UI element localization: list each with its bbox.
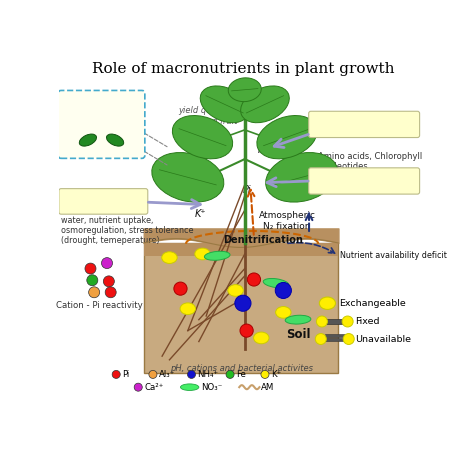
Ellipse shape — [101, 258, 112, 269]
Ellipse shape — [200, 86, 249, 123]
Ellipse shape — [162, 252, 177, 264]
Text: H₂O: H₂O — [91, 114, 112, 124]
Ellipse shape — [85, 263, 96, 274]
Text: Atmospheric
N₂ fixation: Atmospheric N₂ fixation — [258, 211, 316, 231]
Ellipse shape — [275, 283, 292, 299]
Text: Role of macronutrients in plant growth: Role of macronutrients in plant growth — [91, 63, 394, 76]
Text: Fe: Fe — [236, 370, 246, 379]
Ellipse shape — [228, 284, 243, 296]
Ellipse shape — [319, 297, 336, 310]
Ellipse shape — [87, 275, 98, 286]
Ellipse shape — [79, 134, 97, 146]
Text: Nitrogen: Nitrogen — [335, 118, 393, 131]
Ellipse shape — [261, 370, 269, 378]
Ellipse shape — [181, 384, 199, 391]
Ellipse shape — [152, 153, 224, 202]
Ellipse shape — [228, 78, 261, 101]
Ellipse shape — [263, 279, 289, 288]
Ellipse shape — [173, 116, 233, 159]
Ellipse shape — [89, 287, 100, 298]
Text: K⁺: K⁺ — [96, 143, 107, 153]
Text: Phosphorous: Phosphorous — [321, 174, 407, 188]
Ellipse shape — [204, 251, 230, 260]
FancyBboxPatch shape — [309, 111, 419, 137]
Text: pH, cations and bacterial activites: pH, cations and bacterial activites — [170, 365, 312, 374]
Ellipse shape — [134, 383, 142, 391]
Ellipse shape — [317, 316, 328, 327]
Text: NH₄⁺: NH₄⁺ — [197, 370, 219, 379]
Text: Stomatal
activity: Stomatal activity — [75, 100, 128, 121]
Ellipse shape — [343, 334, 354, 345]
Ellipse shape — [315, 334, 326, 345]
Text: Ca²⁺: Ca²⁺ — [144, 383, 164, 392]
Text: Denitrification: Denitrification — [223, 236, 303, 246]
FancyBboxPatch shape — [309, 168, 419, 194]
Bar — [326, 319, 346, 324]
FancyBboxPatch shape — [59, 189, 148, 214]
Ellipse shape — [257, 116, 317, 159]
Text: NO₃⁻: NO₃⁻ — [258, 145, 282, 155]
Ellipse shape — [107, 134, 124, 146]
Text: K⁺: K⁺ — [271, 370, 281, 379]
FancyBboxPatch shape — [58, 91, 145, 158]
Ellipse shape — [254, 332, 269, 344]
Ellipse shape — [174, 282, 187, 295]
Text: Fixed: Fixed — [355, 317, 380, 326]
Text: Exchangeable: Exchangeable — [339, 299, 406, 308]
Text: Unavailable: Unavailable — [355, 335, 411, 344]
Ellipse shape — [247, 273, 261, 286]
Ellipse shape — [241, 86, 289, 123]
Ellipse shape — [285, 315, 311, 324]
Ellipse shape — [226, 370, 234, 378]
Text: Soil: Soil — [286, 328, 310, 341]
Text: Pi: Pi — [243, 185, 252, 195]
Ellipse shape — [112, 370, 120, 378]
Ellipse shape — [266, 153, 337, 202]
Ellipse shape — [195, 248, 210, 260]
Ellipse shape — [342, 316, 353, 327]
Ellipse shape — [240, 324, 253, 337]
Ellipse shape — [235, 295, 251, 311]
Bar — [325, 334, 347, 337]
Ellipse shape — [187, 370, 196, 378]
Text: Amino acids, Chlorophyll
Nucleotides: Amino acids, Chlorophyll Nucleotides — [318, 152, 422, 171]
Text: Pi: Pi — [122, 370, 129, 379]
Text: Nutrient availability deficit: Nutrient availability deficit — [340, 251, 447, 260]
Text: Potassium: Potassium — [69, 195, 137, 208]
Text: Al₃⁺: Al₃⁺ — [159, 370, 175, 379]
Text: water, nutrient uptake,
osmoregulation, stress tolerance
(drought, temeperature): water, nutrient uptake, osmoregulation, … — [61, 216, 193, 246]
Bar — [144, 243, 338, 256]
Ellipse shape — [180, 303, 196, 315]
Ellipse shape — [275, 307, 291, 318]
Text: K⁺: K⁺ — [195, 209, 207, 219]
Text: Cation - Pi reactivity: Cation - Pi reactivity — [56, 301, 143, 310]
Text: NO₃⁻: NO₃⁻ — [201, 383, 222, 392]
Bar — [144, 243, 338, 373]
Text: AM: AM — [261, 383, 274, 392]
Ellipse shape — [105, 287, 116, 298]
Ellipse shape — [149, 370, 157, 378]
Ellipse shape — [103, 276, 114, 287]
Bar — [325, 337, 347, 341]
Text: yield quality of
seed and fruit
formation: yield quality of seed and fruit formatio… — [179, 106, 241, 136]
